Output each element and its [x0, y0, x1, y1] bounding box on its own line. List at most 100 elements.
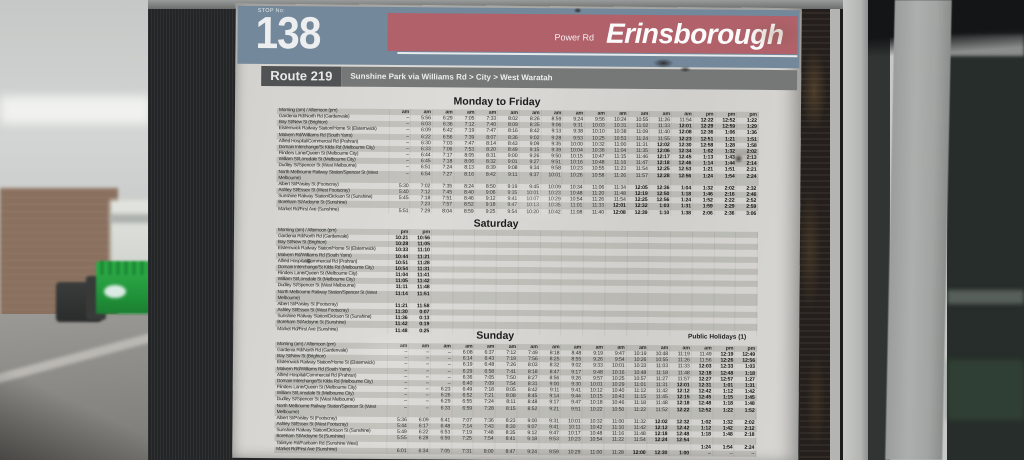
window-sill-reflection: [947, 290, 1024, 304]
time-cell: –: [408, 404, 431, 418]
time-cell: 7:05: [429, 447, 452, 455]
time-cell: 11:22: [625, 406, 648, 419]
time-cell: 9:37: [518, 171, 541, 185]
stop-name: North Melbourne Railway Station/Spencer …: [276, 169, 389, 183]
timetable-sign-case: STOP No: 138 Power Rd Erinsborough Route…: [148, 0, 843, 460]
time-cell: 9:25: [475, 208, 497, 215]
time-cell: 8:42: [475, 171, 498, 184]
background-wall-band: [110, 214, 152, 223]
timetable-monday-friday: Morning (am) / Afternoon (pm) am am am am am a…: [276, 108, 759, 217]
background-building-right: [843, 0, 1024, 460]
time-cell: 11:14: [387, 290, 410, 304]
time-cell: –: [386, 404, 409, 418]
time-cell: [474, 291, 497, 304]
time-cell: 2:24: [736, 173, 758, 186]
time-cell: –: [388, 170, 411, 184]
time-cell: 1:00: [668, 449, 691, 457]
time-cell: 10:01: [540, 171, 563, 185]
time-cell: [648, 292, 671, 306]
time-cell: 8:47: [494, 448, 517, 455]
time-cell: 1:24: [692, 172, 715, 186]
time-cell: 8:59: [453, 207, 476, 215]
ground-shadow: [0, 360, 150, 460]
time-cell: [452, 291, 475, 304]
time-cell: 10:26: [562, 171, 585, 185]
time-cell: 12:52: [690, 406, 713, 420]
time-cell: 1:38: [670, 209, 693, 217]
time-cell: [735, 293, 758, 306]
time-cell: 1:52: [734, 407, 757, 420]
route-bar: Route 219 Sunshine Park via Williams Rd …: [261, 65, 798, 91]
stop-name: Market Rd/First Ave (Sunshine): [274, 446, 387, 454]
timetable-sunday: Morning (am) / Afternoon (pm) am am am am am a…: [274, 342, 757, 457]
time-cell: 8:00: [473, 448, 495, 455]
section-title-monday-friday: Monday to Friday: [453, 95, 541, 109]
stop-name: Market Rd/First Ave (Sunshine): [276, 206, 389, 214]
time-cell: 12:30: [647, 449, 669, 457]
road-label: Power Rd: [554, 32, 595, 43]
time-cell: [583, 292, 605, 305]
time-cell: 3:06: [735, 210, 758, 217]
time-cell: [517, 291, 540, 305]
time-cell: 8:04: [431, 207, 454, 215]
time-cell: 11:26: [605, 172, 628, 185]
time-cell: 11:51: [409, 290, 432, 304]
public-holidays-note: Public Holidays (1): [688, 333, 747, 341]
stop-name: North Melbourne Railway Station/Spencer …: [275, 289, 388, 303]
foliage-reflection: [947, 360, 1024, 420]
time-cell: 1:54: [714, 173, 737, 186]
time-cell: [496, 291, 518, 304]
time-cell: 5:51: [388, 207, 410, 214]
time-cell: 9:54: [496, 208, 519, 215]
time-cell: 12:00: [625, 449, 648, 456]
grey-pillar: [885, 0, 952, 460]
time-cell: 12:39: [627, 209, 650, 216]
time-cell: [626, 292, 649, 305]
time-cell: 10:22: [582, 406, 604, 419]
time-cell: –: [690, 450, 713, 457]
route-number-chip: Route 219: [261, 65, 342, 87]
timetable-saturday: Morning (am) / Afternoon (pm) pm pm Gardeni…: [275, 228, 758, 337]
time-cell: 2:06: [692, 209, 715, 217]
time-cell: 12:56: [670, 172, 693, 186]
time-cell: –: [734, 450, 756, 457]
time-cell: 11:52: [647, 406, 670, 420]
time-cell: 10:58: [583, 172, 606, 185]
time-cell: 9:51: [560, 405, 583, 419]
time-cell: –: [712, 450, 735, 457]
rooftop-streak: [0, 96, 150, 124]
time-cell: [539, 291, 562, 305]
time-cell: 1:22: [712, 407, 735, 420]
time-cell: 8:15: [495, 405, 518, 418]
time-cell: 6:59: [451, 405, 474, 418]
sign-frame-right: [800, 0, 843, 460]
time-cell: 1:10: [648, 209, 671, 216]
time-cell: 12:22: [669, 406, 691, 420]
timetable-grid-sunday: Morning (am) / Afternoon (pm) am am am am am a…: [274, 342, 757, 457]
time-cell: 7:29: [409, 207, 432, 214]
time-cell: 6:54: [410, 170, 432, 184]
time-cell: 9:11: [497, 171, 519, 184]
route-description: Sunshine Park via Williams Rd > City > W…: [341, 66, 798, 91]
time-cell: 10:42: [540, 208, 563, 216]
stop-name: North Melbourne Railway Station/Spencer …: [274, 403, 387, 417]
timetable-grid-saturday: Morning (am) / Afternoon (pm) pm pm Gardeni…: [275, 228, 758, 337]
time-cell: 2:36: [714, 210, 736, 217]
time-cell: 10:29: [560, 449, 582, 456]
dumpster-label: [104, 285, 126, 298]
time-cell: 6:01: [386, 447, 409, 454]
time-cell: 7:31: [451, 448, 474, 455]
destination-name: Erinsborough: [605, 17, 784, 51]
header-red-band: Power Rd Erinsborough: [387, 12, 798, 55]
time-cell: [669, 292, 692, 306]
time-cell: 9:59: [538, 448, 561, 456]
time-cell: 11:28: [603, 449, 626, 456]
time-cell: 11:57: [627, 172, 650, 185]
time-cell: [691, 292, 714, 306]
time-cell: 11:00: [581, 449, 604, 456]
time-cell: 12:08: [605, 209, 628, 216]
time-cell: 9:21: [538, 405, 561, 419]
time-cell: 11:40: [583, 209, 606, 216]
time-cell: 9:24: [516, 448, 539, 455]
